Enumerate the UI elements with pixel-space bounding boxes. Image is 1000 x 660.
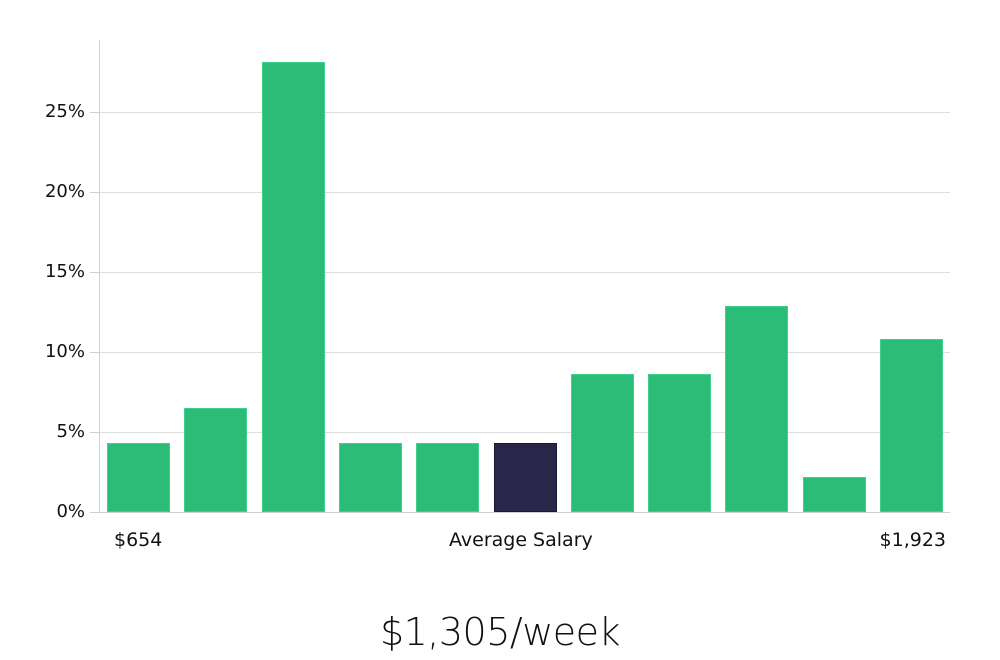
x-min-label: $654 — [114, 529, 163, 551]
y-tick-label: 20% — [44, 181, 85, 202]
y-tick-label: 25% — [44, 101, 85, 122]
bar — [107, 443, 170, 512]
bar — [802, 476, 866, 512]
bar — [184, 408, 248, 512]
bar — [725, 305, 789, 512]
gridline — [100, 432, 950, 433]
gridline — [100, 112, 950, 113]
y-axis-line — [99, 40, 100, 512]
y-tick-label: 5% — [56, 421, 85, 442]
gridline — [100, 272, 950, 273]
bar-average-salary — [493, 443, 557, 512]
y-tick-mark — [90, 112, 100, 113]
salary-histogram: 0% 5% 10% 15% 20% 25% $654 Average Salary $1,… — [44, 40, 950, 551]
y-tick-label: 0% — [56, 501, 85, 522]
x-axis-title: Average Salary — [449, 529, 593, 551]
average-salary-value: $1,305/week — [379, 610, 621, 654]
bar — [648, 374, 712, 512]
y-tick-mark — [90, 272, 100, 273]
y-tick-label: 15% — [44, 261, 85, 282]
y-tick-mark — [90, 512, 100, 513]
bar — [338, 443, 402, 512]
y-tick-mark — [90, 192, 100, 193]
gridline — [100, 192, 950, 193]
bar — [261, 62, 325, 512]
y-tick-mark — [90, 432, 100, 433]
x-axis-line — [100, 512, 950, 513]
gridline — [100, 352, 950, 353]
x-max-label: $1,923 — [879, 529, 946, 551]
y-tick-mark — [90, 352, 100, 353]
bar — [416, 443, 480, 512]
y-tick-label: 10% — [44, 341, 85, 362]
bar — [880, 339, 943, 512]
bar — [570, 374, 634, 512]
